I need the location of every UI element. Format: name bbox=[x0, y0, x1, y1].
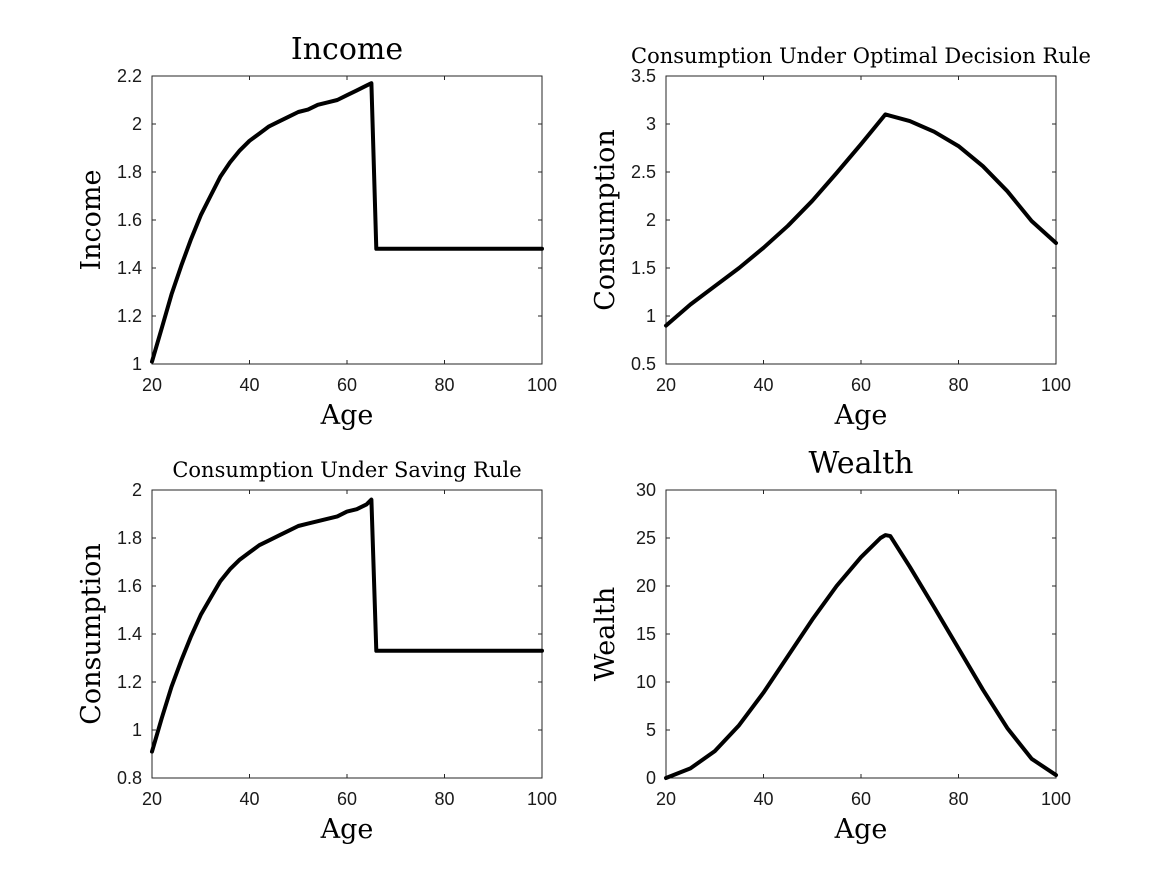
y-tick-label: 1 bbox=[132, 720, 142, 740]
y-tick-label: 3 bbox=[646, 114, 656, 134]
y-tick-label: 2.5 bbox=[631, 162, 656, 182]
y-tick-label: 1.2 bbox=[117, 672, 142, 692]
y-tick-label: 1.8 bbox=[117, 528, 142, 548]
y-tick-label: 10 bbox=[636, 672, 656, 692]
y-tick-label: 5 bbox=[646, 720, 656, 740]
chart-panel-4: Wealth 20 40 60 80 100 0 5 10 15 20 25 30 Age Wealth bbox=[590, 446, 1071, 845]
y-tick-label: 0 bbox=[646, 768, 656, 788]
x-tick-label: 60 bbox=[337, 375, 357, 395]
x-tick-label: 80 bbox=[434, 375, 454, 395]
x-axis-label: Age bbox=[834, 400, 888, 431]
y-tick-label: 1 bbox=[132, 354, 142, 374]
x-tick-label: 60 bbox=[337, 789, 357, 809]
y-tick-label: 1.5 bbox=[631, 258, 656, 278]
y-tick-label: 1.4 bbox=[117, 624, 142, 644]
x-tick-label: 20 bbox=[656, 789, 676, 809]
chart-title: Wealth bbox=[809, 446, 914, 481]
y-axis-label: Consumption bbox=[76, 543, 107, 725]
y-tick-label: 2 bbox=[132, 480, 142, 500]
y-tick-label: 2 bbox=[646, 210, 656, 230]
chart-title: Income bbox=[291, 32, 403, 67]
series-line bbox=[664, 112, 1058, 328]
y-axis-label: Income bbox=[76, 169, 107, 270]
series-line bbox=[664, 533, 1058, 780]
chart-title: Consumption Under Optimal Decision Rule bbox=[631, 44, 1091, 68]
x-tick-label: 80 bbox=[434, 789, 454, 809]
chart-panel-3: Consumption Under Saving Rule 20 40 60 80 100… bbox=[76, 458, 557, 845]
y-tick-label: 1 bbox=[646, 306, 656, 326]
y-tick-label: 0.8 bbox=[117, 768, 142, 788]
x-tick-label: 60 bbox=[851, 375, 871, 395]
y-tick-label: 25 bbox=[636, 528, 656, 548]
series-line bbox=[150, 497, 544, 754]
x-tick-label: 80 bbox=[948, 375, 968, 395]
y-axis-label: Consumption bbox=[590, 129, 621, 311]
y-tick-label: 3.5 bbox=[631, 66, 656, 86]
y-tick-label: 15 bbox=[636, 624, 656, 644]
chart-panel-1: Income 20 40 60 80 100 1 1.2 1.4 1.6 1.8 2 2.2 Age Inc… bbox=[76, 32, 557, 431]
x-tick-label: 100 bbox=[527, 375, 557, 395]
x-tick-label: 80 bbox=[948, 789, 968, 809]
y-tick-label: 1.2 bbox=[117, 306, 142, 326]
y-tick-label: 30 bbox=[636, 480, 656, 500]
y-tick-label: 1.8 bbox=[117, 162, 142, 182]
chart-title: Consumption Under Saving Rule bbox=[172, 458, 521, 482]
x-tick-label: 100 bbox=[1041, 789, 1071, 809]
plot-frame bbox=[665, 489, 1057, 779]
y-tick-label: 2 bbox=[132, 114, 142, 134]
plot-frame bbox=[151, 489, 543, 779]
plot-frame bbox=[665, 75, 1057, 365]
x-tick-label: 40 bbox=[753, 789, 773, 809]
x-tick-label: 20 bbox=[142, 789, 162, 809]
x-tick-label: 40 bbox=[239, 375, 259, 395]
y-tick-label: 1.4 bbox=[117, 258, 142, 278]
y-tick-label: 1.6 bbox=[117, 576, 142, 596]
x-axis-label: Age bbox=[320, 814, 374, 845]
x-tick-label: 40 bbox=[753, 375, 773, 395]
y-tick-label: 0.5 bbox=[631, 354, 656, 374]
y-tick-label: 1.6 bbox=[117, 210, 142, 230]
series-line bbox=[150, 81, 544, 364]
y-axis-label: Wealth bbox=[590, 587, 621, 682]
x-tick-label: 100 bbox=[527, 789, 557, 809]
x-tick-label: 40 bbox=[239, 789, 259, 809]
x-tick-label: 20 bbox=[656, 375, 676, 395]
x-axis-label: Age bbox=[834, 814, 888, 845]
plot-frame bbox=[151, 75, 543, 365]
y-tick-label: 20 bbox=[636, 576, 656, 596]
x-tick-label: 100 bbox=[1041, 375, 1071, 395]
x-tick-label: 60 bbox=[851, 789, 871, 809]
chart-panel-2: Consumption Under Optimal Decision Rule 2… bbox=[590, 44, 1091, 431]
x-axis-label: Age bbox=[320, 400, 374, 431]
y-tick-label: 2.2 bbox=[117, 66, 142, 86]
x-tick-label: 20 bbox=[142, 375, 162, 395]
